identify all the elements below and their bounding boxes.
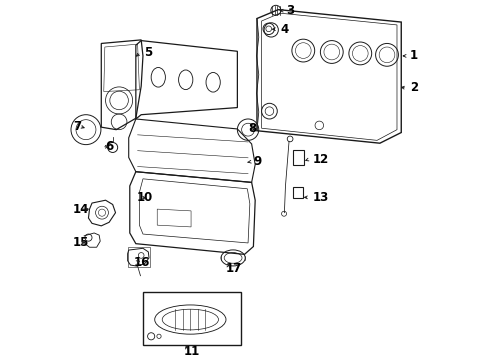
Text: 11: 11 <box>183 345 199 358</box>
Text: 17: 17 <box>225 262 242 275</box>
Text: 1: 1 <box>409 49 417 62</box>
Text: 6: 6 <box>104 140 113 153</box>
Text: 2: 2 <box>409 81 417 94</box>
Text: 12: 12 <box>311 153 328 166</box>
Text: 4: 4 <box>280 23 288 36</box>
Text: 15: 15 <box>73 236 89 249</box>
Text: 7: 7 <box>73 120 81 132</box>
Text: 8: 8 <box>247 122 256 135</box>
Text: 5: 5 <box>144 46 152 59</box>
Text: 9: 9 <box>253 155 262 168</box>
Bar <box>142 292 241 345</box>
Text: 16: 16 <box>133 256 149 269</box>
Text: 10: 10 <box>136 191 152 204</box>
Text: 14: 14 <box>73 203 89 216</box>
Text: 13: 13 <box>311 191 328 204</box>
Text: 3: 3 <box>286 4 294 17</box>
